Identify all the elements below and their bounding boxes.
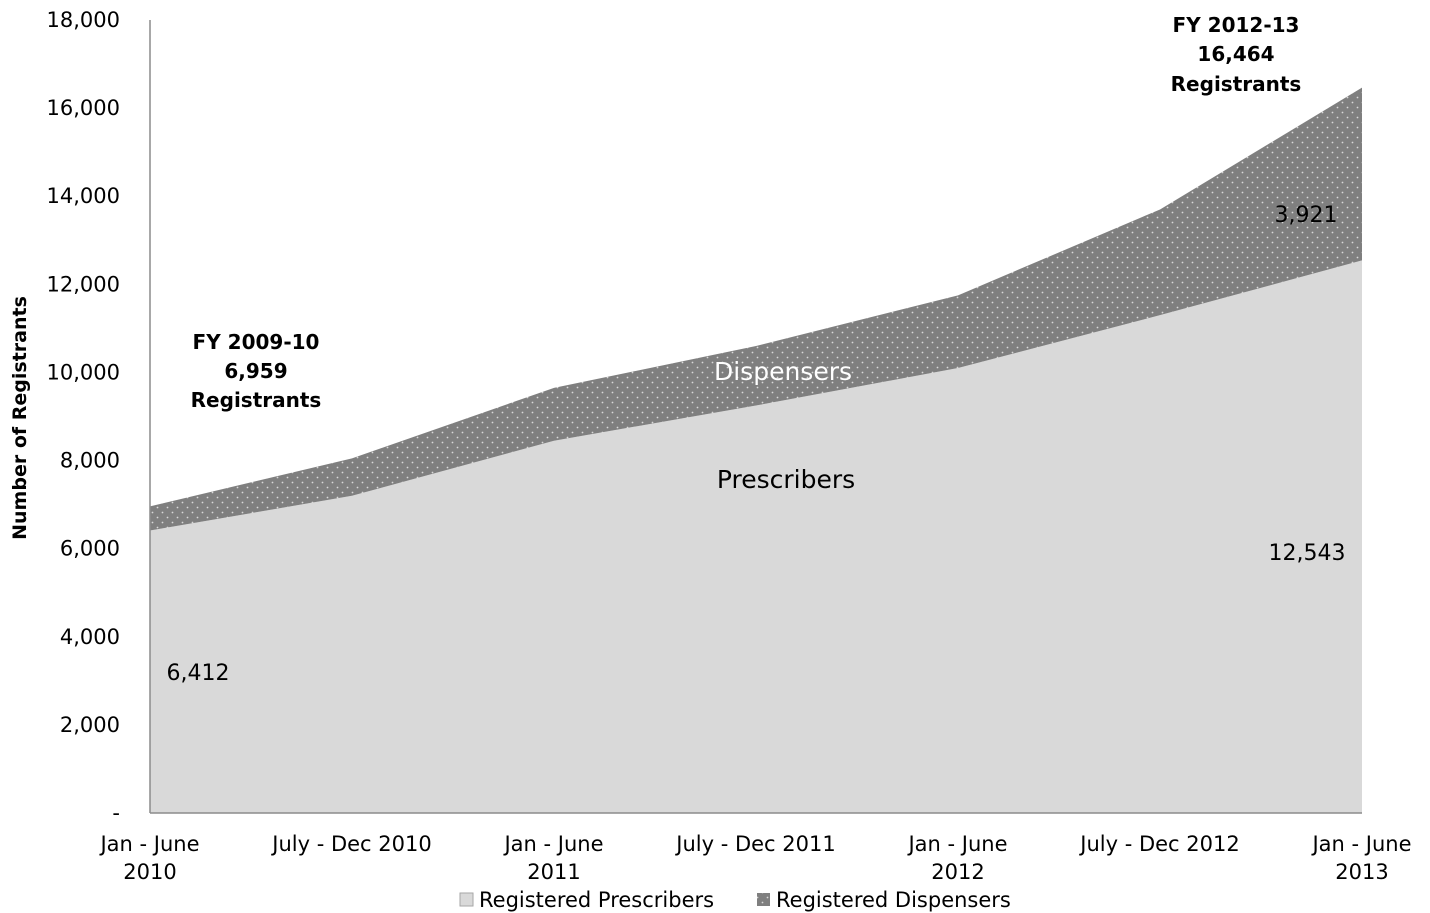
- y-tick-label: 4,000: [60, 625, 120, 649]
- x-tick-label: Jan - June 2013: [1310, 832, 1411, 884]
- annotation-fy-2009-10: FY 2009-10 6,959 Registrants: [191, 330, 322, 412]
- x-tick-label: Jan - June 2012: [906, 832, 1007, 884]
- legend: Registered Prescribers Registered Dispen…: [459, 888, 1011, 912]
- area-registered-prescribers: [150, 260, 1362, 814]
- y-tick-label: 10,000: [47, 360, 120, 384]
- x-tick-label-line: Jan - June: [1310, 832, 1411, 856]
- y-tick-label: 14,000: [47, 184, 120, 208]
- x-tick-label-line: Jan - June: [98, 832, 199, 856]
- y-tick-label: 12,000: [47, 272, 120, 296]
- x-tick-label: July - Dec 2011: [674, 832, 835, 856]
- y-tick-label: 8,000: [60, 449, 120, 473]
- x-tick-label: Jan - June 2010: [98, 832, 199, 884]
- data-label-dispensers-last: 3,921: [1275, 203, 1338, 228]
- annotation-fy-2012-13: FY 2012-13 16,464 Registrants: [1171, 13, 1302, 96]
- area-layer: [150, 87, 1362, 814]
- data-label-prescribers-first: 6,412: [167, 661, 230, 686]
- x-tick-label-line: 2010: [123, 860, 176, 884]
- legend-label-dispensers: Registered Dispensers: [776, 888, 1011, 912]
- x-tick-label-line: 2013: [1335, 860, 1388, 884]
- y-tick-label: 2,000: [60, 713, 120, 737]
- legend-swatch-prescribers: [459, 892, 474, 907]
- x-tick-label-line: 2012: [931, 860, 984, 884]
- x-tick-label-line: Jan - June: [502, 832, 603, 856]
- y-axis-title: Number of Registrants: [9, 296, 31, 540]
- y-tick-label: -: [112, 801, 120, 825]
- x-tick-label-line: July - Dec 2012: [1078, 832, 1239, 856]
- annotation-right-line-1: FY 2012-13: [1173, 13, 1300, 37]
- legend-label-prescribers: Registered Prescribers: [479, 888, 714, 912]
- x-tick-label-line: July - Dec 2010: [270, 832, 431, 856]
- x-axis-ticks: Jan - June 2010 July - Dec 2010 Jan - June 2…: [98, 832, 1411, 884]
- y-tick-label: 6,000: [60, 537, 120, 561]
- x-tick-label: July - Dec 2012: [1078, 832, 1239, 856]
- x-tick-label: Jan - June 2011: [502, 832, 603, 884]
- area-registered-dispensers: [150, 87, 1362, 531]
- y-axis-ticks: - 2,000 4,000 6,000 8,000 10,000 12,000 14,000 1…: [47, 8, 120, 825]
- x-tick-label-line: 2011: [527, 860, 580, 884]
- y-tick-label: 18,000: [47, 8, 120, 32]
- x-tick-label: July - Dec 2010: [270, 832, 431, 856]
- series-label-dispensers: Dispensers: [714, 357, 852, 386]
- annotation-left-line-2: 6,959: [224, 359, 287, 383]
- annotation-right-line-3: Registrants: [1171, 72, 1302, 96]
- data-label-prescribers-last: 12,543: [1269, 541, 1346, 566]
- x-tick-label-line: Jan - June: [906, 832, 1007, 856]
- annotation-left-line-1: FY 2009-10: [193, 330, 320, 354]
- annotation-left-line-3: Registrants: [191, 388, 322, 412]
- x-tick-label-line: July - Dec 2011: [674, 832, 835, 856]
- y-tick-label: 16,000: [47, 96, 120, 120]
- legend-swatch-dispensers: [757, 893, 770, 906]
- annotation-right-line-2: 16,464: [1197, 42, 1274, 66]
- series-label-prescribers: Prescribers: [717, 465, 855, 494]
